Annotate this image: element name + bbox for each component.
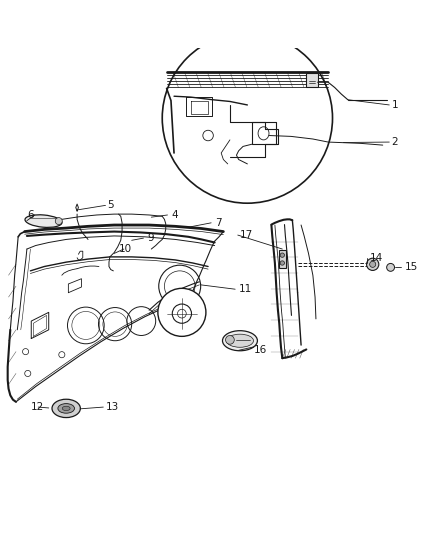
Text: 12: 12 <box>30 402 44 412</box>
Ellipse shape <box>25 215 62 228</box>
Circle shape <box>370 261 376 268</box>
Text: 17: 17 <box>240 230 253 240</box>
Bar <box>306 72 318 87</box>
Ellipse shape <box>58 403 74 413</box>
Circle shape <box>162 33 332 203</box>
Text: 9: 9 <box>147 233 154 243</box>
Circle shape <box>55 217 62 224</box>
Circle shape <box>280 253 285 257</box>
Bar <box>279 250 286 268</box>
Text: 13: 13 <box>106 402 119 412</box>
Ellipse shape <box>52 399 81 417</box>
Text: 2: 2 <box>392 137 398 147</box>
Text: 7: 7 <box>215 218 221 228</box>
Circle shape <box>226 335 234 344</box>
Circle shape <box>158 288 206 336</box>
Ellipse shape <box>226 334 254 348</box>
Text: 11: 11 <box>239 284 252 294</box>
Ellipse shape <box>62 406 70 410</box>
Text: 15: 15 <box>405 262 418 272</box>
Text: 5: 5 <box>108 200 114 211</box>
Text: 1: 1 <box>392 100 398 110</box>
Text: 6: 6 <box>27 210 34 220</box>
Circle shape <box>280 261 285 265</box>
Text: 14: 14 <box>370 253 383 263</box>
Circle shape <box>387 263 395 271</box>
Text: 16: 16 <box>254 345 267 356</box>
Text: 10: 10 <box>119 244 132 254</box>
Circle shape <box>367 258 379 270</box>
Text: 4: 4 <box>171 210 177 220</box>
Ellipse shape <box>223 330 258 351</box>
